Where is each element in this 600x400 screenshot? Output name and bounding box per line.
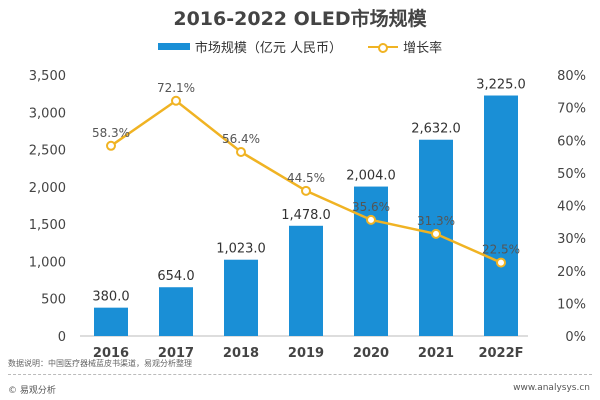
growth-point — [496, 257, 506, 268]
x-tick-label: 2021 — [418, 346, 454, 360]
growth-data-label: 31.3% — [417, 214, 455, 228]
y-left-tick-label: 3,500 — [29, 69, 66, 84]
bar-data-label: 654.0 — [157, 269, 194, 284]
y-left-tick-label: 2,000 — [29, 181, 66, 196]
growth-data-label: 35.6% — [352, 200, 390, 214]
growth-point — [431, 228, 441, 239]
y-right-tick-label: 60% — [557, 134, 586, 149]
y-right-tick-label: 40% — [557, 200, 586, 215]
divider — [8, 374, 592, 375]
y-right-tick-label: 50% — [557, 167, 586, 182]
bar — [94, 307, 128, 336]
x-tick-label: 2022F — [478, 346, 523, 360]
y-left-tick-label: 1,500 — [29, 218, 66, 233]
bar — [224, 259, 258, 336]
y-right-tick-label: 20% — [557, 265, 586, 280]
source-note: 数据说明：中国医疗器械蓝皮书渠道，易观分析整理 — [8, 359, 192, 368]
chart-title: 2016-2022 OLED市场规模 — [173, 8, 427, 30]
growth-data-label: 44.5% — [287, 171, 325, 185]
bar — [159, 287, 193, 336]
x-tick-label: 2017 — [158, 346, 194, 360]
x-tick-label: 2019 — [288, 346, 324, 360]
copyright: © 易观分析 — [8, 386, 56, 396]
legend-item-growth: 增长率 — [368, 37, 442, 56]
legend-item-market-size: 市场规模（亿元 人民币） — [157, 37, 343, 56]
growth-data-label: 56.4% — [222, 132, 260, 146]
bar-data-label: 2,004.0 — [346, 169, 396, 184]
growth-point — [171, 95, 181, 106]
y-right-tick-label: 10% — [557, 297, 586, 312]
bar-data-label: 380.0 — [92, 290, 129, 305]
growth-point — [236, 146, 246, 157]
bar-data-label: 2,632.0 — [411, 122, 461, 137]
bar-data-label: 1,478.0 — [281, 208, 331, 223]
y-right-tick-label: 0% — [565, 330, 586, 345]
bar — [484, 95, 518, 336]
y-left-tick-label: 1,000 — [29, 255, 66, 270]
growth-data-label: 22.5% — [482, 243, 520, 257]
y-left-tick-label: 3,000 — [29, 106, 66, 121]
x-tick-label: 2016 — [93, 346, 129, 360]
legend: 市场规模（亿元 人民币） 增长率 — [0, 37, 600, 56]
growth-data-label: 72.1% — [157, 81, 195, 95]
y-right-tick-label: 80% — [557, 69, 586, 84]
legend-label: 市场规模（亿元 人民币） — [194, 41, 343, 56]
bar-data-label: 1,023.0 — [216, 242, 266, 257]
bar — [354, 186, 388, 336]
plot-area: 0 500 1,000 1,500 2,000 2,500 3,000 3,500 0% 10% 2… — [29, 69, 586, 360]
y-left-tick-label: 500 — [41, 293, 66, 308]
x-tick-label: 2020 — [353, 346, 389, 360]
growth-point — [366, 214, 376, 225]
legend-label: 增长率 — [403, 41, 443, 56]
y-left-tick-label: 2,500 — [29, 144, 66, 159]
growth-point — [301, 185, 311, 196]
bar — [289, 225, 323, 336]
bar-data-label: 3,225.0 — [476, 78, 526, 93]
x-tick-label: 2018 — [223, 346, 259, 360]
legend-bar-swatch — [157, 43, 190, 50]
legend-line-swatch — [368, 42, 399, 53]
y-right-tick-label: 70% — [557, 102, 586, 117]
website: www.analysys.cn — [513, 383, 590, 393]
growth-point — [106, 140, 116, 151]
y-right-tick-label: 30% — [557, 232, 586, 247]
y-left-tick-label: 0 — [58, 330, 66, 345]
growth-data-label: 58.3% — [92, 126, 130, 140]
